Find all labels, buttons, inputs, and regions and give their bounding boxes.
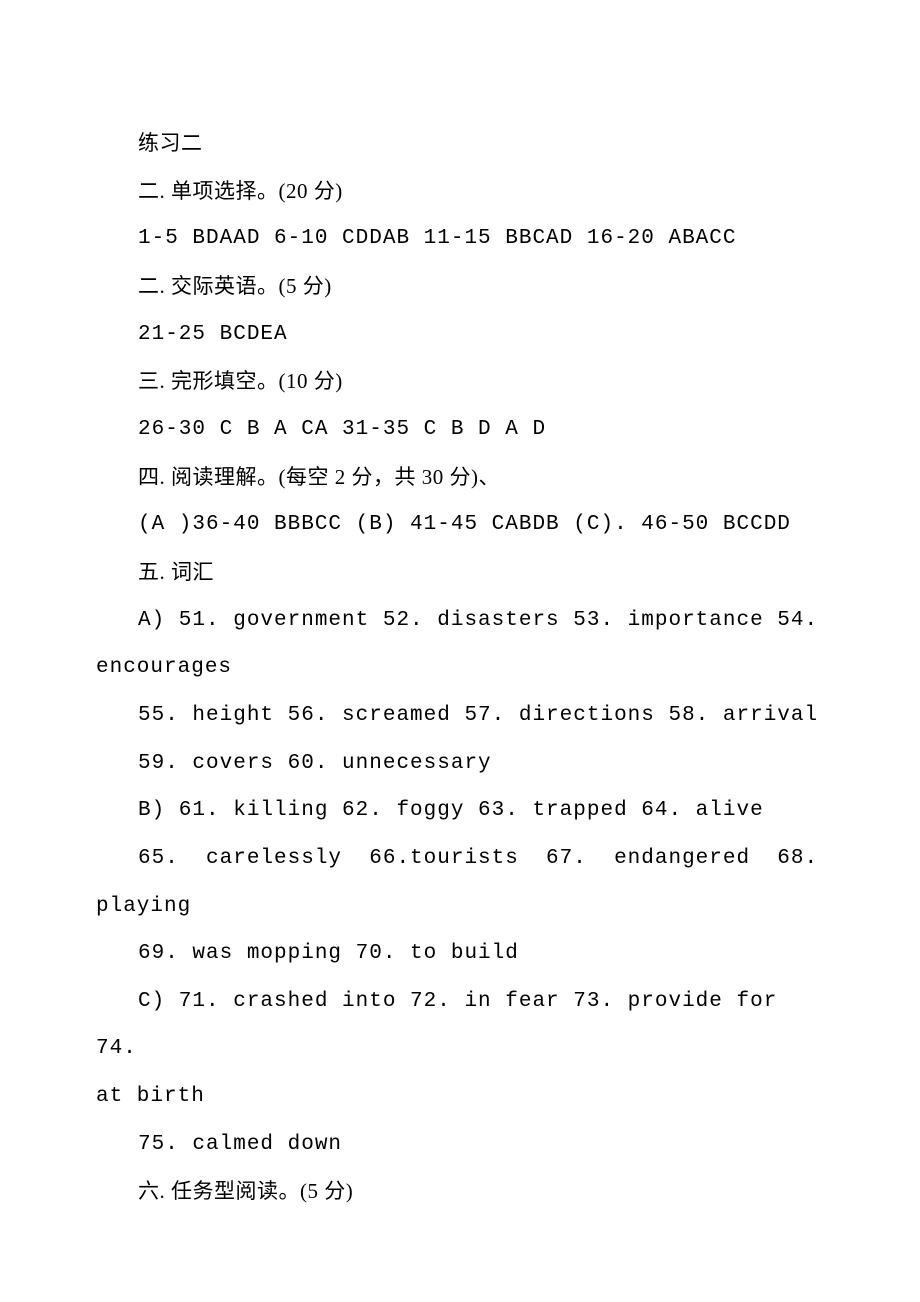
text-line: A) 51. government 52. disasters 53. impo…	[96, 597, 824, 645]
text-line: 三. 完形填空。(10 分)	[96, 358, 824, 406]
text-line: C) 71. crashed into 72. in fear 73. prov…	[96, 978, 824, 1073]
text-line: 练习二	[96, 120, 824, 168]
text-line: 21-25 BCDEA	[96, 311, 824, 359]
text-line: 二. 单项选择。(20 分)	[96, 168, 824, 216]
text-line: 二. 交际英语。(5 分)	[96, 263, 824, 311]
text-line: 四. 阅读理解。(每空 2 分，共 30 分)、	[96, 454, 824, 502]
text-line: 65. carelessly 66.tourists 67. endangere…	[96, 835, 824, 883]
text-line: 55. height 56. screamed 57. directions 5…	[96, 692, 824, 740]
text-line: B) 61. killing 62. foggy 63. trapped 64.…	[96, 787, 824, 835]
text-line: 75. calmed down	[96, 1121, 824, 1169]
text-line: 69. was mopping 70. to build	[96, 930, 824, 978]
document-body: 练习二二. 单项选择。(20 分)1-5 BDAAD 6-10 CDDAB 11…	[96, 120, 824, 1216]
text-line: 26-30 C B A CA 31-35 C B D A D	[96, 406, 824, 454]
document-page: 练习二二. 单项选择。(20 分)1-5 BDAAD 6-10 CDDAB 11…	[0, 0, 920, 1296]
text-line: 1-5 BDAAD 6-10 CDDAB 11-15 BBCAD 16-20 A…	[96, 215, 824, 263]
text-line: at birth	[96, 1073, 824, 1121]
text-line: playing	[96, 883, 824, 931]
text-line: 59. covers 60. unnecessary	[96, 740, 824, 788]
text-line: (A )36-40 BBBCC (B) 41-45 CABDB (C). 46-…	[96, 501, 824, 549]
text-line: 六. 任务型阅读。(5 分)	[96, 1168, 824, 1216]
text-line: 五. 词汇	[96, 549, 824, 597]
text-line: encourages	[96, 644, 824, 692]
